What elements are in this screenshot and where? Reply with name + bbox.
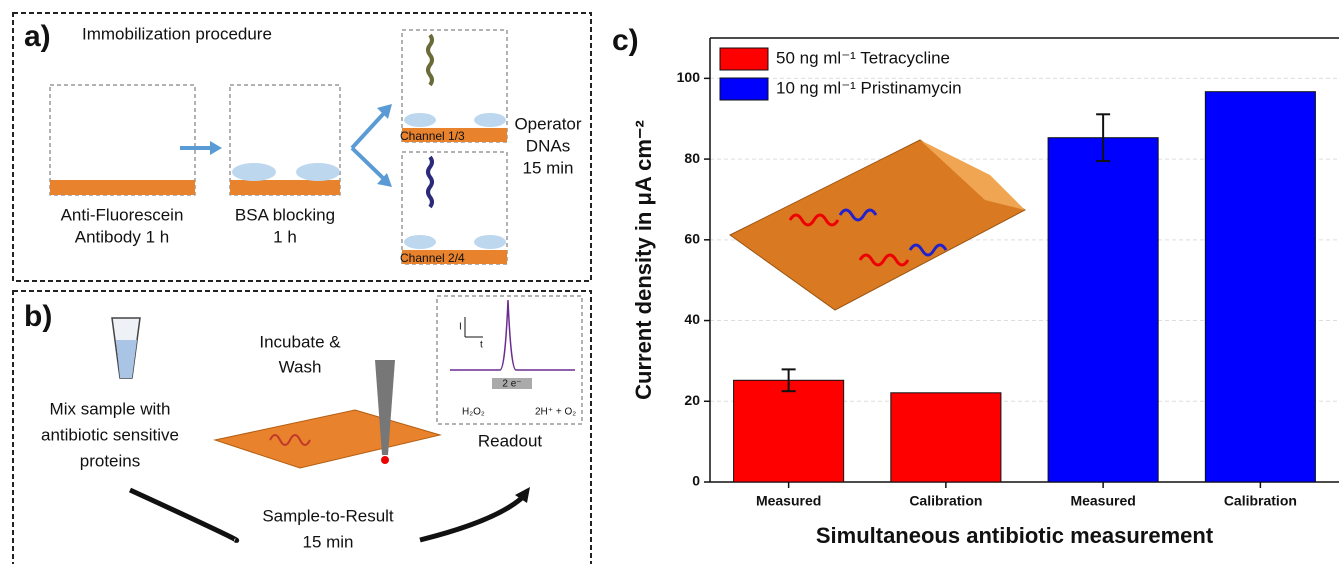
panel-label: c) bbox=[612, 24, 639, 57]
bsa bbox=[232, 163, 276, 181]
product: 2H⁺ + O₂ bbox=[535, 407, 576, 418]
bsa bbox=[296, 163, 340, 181]
chip bbox=[215, 410, 440, 468]
readout-label: Readout bbox=[478, 431, 543, 450]
channel-label: Channel 2/4 bbox=[400, 251, 465, 265]
result-label: Sample-to-Result bbox=[262, 506, 394, 525]
step-label: Anti-Fluorescein bbox=[61, 205, 184, 224]
step-box bbox=[50, 85, 195, 195]
chart: 0 20 40 60 80 100 Measured Calibration Measured C… bbox=[612, 24, 1339, 548]
mix-label: antibiotic sensitive bbox=[41, 425, 179, 444]
gold-surface bbox=[230, 180, 340, 195]
incubate-label: Wash bbox=[279, 357, 322, 376]
operator-label: DNAs bbox=[526, 136, 570, 155]
bsa bbox=[404, 113, 436, 127]
y-tick-label: 100 bbox=[677, 69, 701, 85]
y-tick-label: 20 bbox=[684, 392, 700, 408]
y-tick-label: 0 bbox=[692, 473, 700, 489]
bsa bbox=[474, 113, 506, 127]
dna bbox=[428, 157, 432, 207]
step-label: BSA blocking bbox=[235, 205, 335, 224]
result-label: 15 min bbox=[302, 532, 353, 551]
mix-label: proteins bbox=[80, 451, 140, 470]
y-tick-label: 40 bbox=[684, 311, 700, 327]
flow-arrow bbox=[420, 495, 525, 540]
bsa bbox=[474, 235, 506, 249]
arrow-head bbox=[210, 141, 222, 155]
panel-label: b) bbox=[24, 300, 52, 333]
legend-label: 10 ng ml⁻¹ Pristinamycin bbox=[776, 78, 962, 97]
droplet bbox=[381, 456, 389, 464]
mini-axis: t bbox=[480, 340, 483, 351]
y-axis-title: Current density in μA cm⁻² bbox=[631, 120, 656, 400]
mini-axis: I bbox=[459, 322, 462, 333]
dna bbox=[428, 35, 432, 85]
readout-box bbox=[437, 296, 582, 424]
step-label: Antibody 1 h bbox=[75, 227, 170, 246]
operator-label: Operator bbox=[514, 114, 581, 133]
incubate-label: Incubate & bbox=[259, 332, 341, 351]
bsa bbox=[404, 235, 436, 249]
y-tick-label: 80 bbox=[684, 150, 700, 166]
bar bbox=[891, 393, 1001, 482]
x-tick-label: Calibration bbox=[1224, 493, 1297, 509]
reactant: H₂O₂ bbox=[462, 407, 485, 418]
legend-swatch bbox=[720, 78, 768, 100]
x-axis-title: Simultaneous antibiotic measurement bbox=[816, 523, 1214, 548]
bar bbox=[734, 380, 844, 482]
channel-label: Channel 1/3 bbox=[400, 129, 465, 143]
panel-title: Immobilization procedure bbox=[82, 24, 272, 43]
readout-trace bbox=[450, 300, 575, 370]
bar bbox=[1048, 138, 1158, 482]
bar bbox=[1205, 92, 1315, 482]
y-tick-label: 60 bbox=[684, 231, 700, 247]
gold-surface bbox=[50, 180, 195, 195]
figure: a) Immobilization procedure Channel 1/3 … bbox=[0, 0, 1339, 564]
mix-label: Mix sample with bbox=[50, 399, 171, 418]
mini-axes bbox=[465, 317, 483, 337]
chip-image bbox=[730, 140, 1025, 310]
panel-label: a) bbox=[24, 20, 51, 53]
arrow bbox=[352, 112, 385, 148]
step-label: 1 h bbox=[273, 227, 297, 246]
x-tick-label: Calibration bbox=[909, 493, 982, 509]
flow-arrow bbox=[130, 490, 237, 540]
x-tick-label: Measured bbox=[756, 493, 821, 509]
operator-label: 15 min bbox=[522, 158, 573, 177]
electrons: 2 e⁻ bbox=[502, 379, 521, 390]
arrow bbox=[352, 148, 385, 180]
legend-label: 50 ng ml⁻¹ Tetracycline bbox=[776, 48, 950, 67]
legend-swatch bbox=[720, 48, 768, 70]
x-tick-label: Measured bbox=[1070, 493, 1135, 509]
